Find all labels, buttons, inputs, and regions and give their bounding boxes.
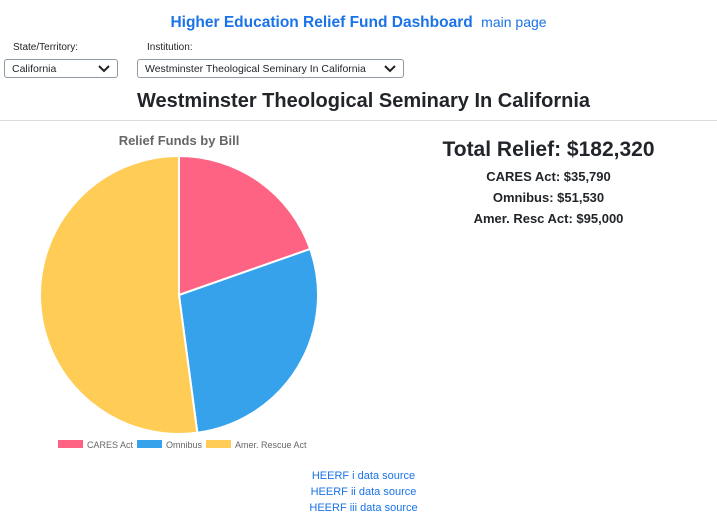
main-page-link[interactable]: main page [481,14,547,30]
legend-label[interactable]: Amer. Rescue Act [235,440,307,450]
state-label: State/Territory: [13,42,79,53]
legend-label[interactable]: Omnibus [166,440,203,450]
institution-heading: Westminster Theological Seminary In Cali… [136,90,591,112]
institution-select-value: Westminster Theological Seminary In Cali… [145,62,366,75]
heerf-ii-source-link[interactable]: HEERF ii data source [310,486,417,498]
pie-slice-amer-rescue-act[interactable] [39,154,199,435]
data-sources: HEERF i data source HEERF ii data source… [0,468,717,516]
state-select-value: California [12,62,57,75]
dashboard-title-link[interactable]: Higher Education Relief Fund Dashboard [170,14,473,31]
omnibus-total: Omnibus: $51,530 [492,190,605,205]
chevron-down-icon [97,64,111,74]
heerf-i-source-link[interactable]: HEERF i data source [311,470,416,482]
pie-chart-svg: Relief Funds by Bill CARES Act Omnibus Amer… [39,133,319,450]
total-relief: Total Relief: $182,320 [442,138,655,161]
pie-slice-omnibus[interactable] [177,247,319,434]
arp-total: Amer. Resc Act: $95,000 [473,211,624,226]
institution-label: Institution: [147,42,193,53]
heerf-iii-source-link[interactable]: HEERF iii data source [309,502,418,514]
chart-title: Relief Funds by Bill [119,133,240,148]
institution-select[interactable]: Westminster Theological Seminary In Cali… [137,59,404,78]
header-divider [0,120,717,121]
legend-label[interactable]: CARES Act [87,440,134,450]
state-select[interactable]: California [4,59,118,78]
cares-total: CARES Act: $35,790 [486,169,611,184]
chevron-down-icon [383,64,397,74]
dashboard-header: Higher Education Relief Fund Dashboard m… [0,14,717,32]
relief-pie-chart: Relief Funds by Bill CARES Act Omnibus Amer… [0,126,360,456]
legend-swatch [137,440,162,448]
legend-swatch [58,440,83,448]
legend-swatch [206,440,231,448]
